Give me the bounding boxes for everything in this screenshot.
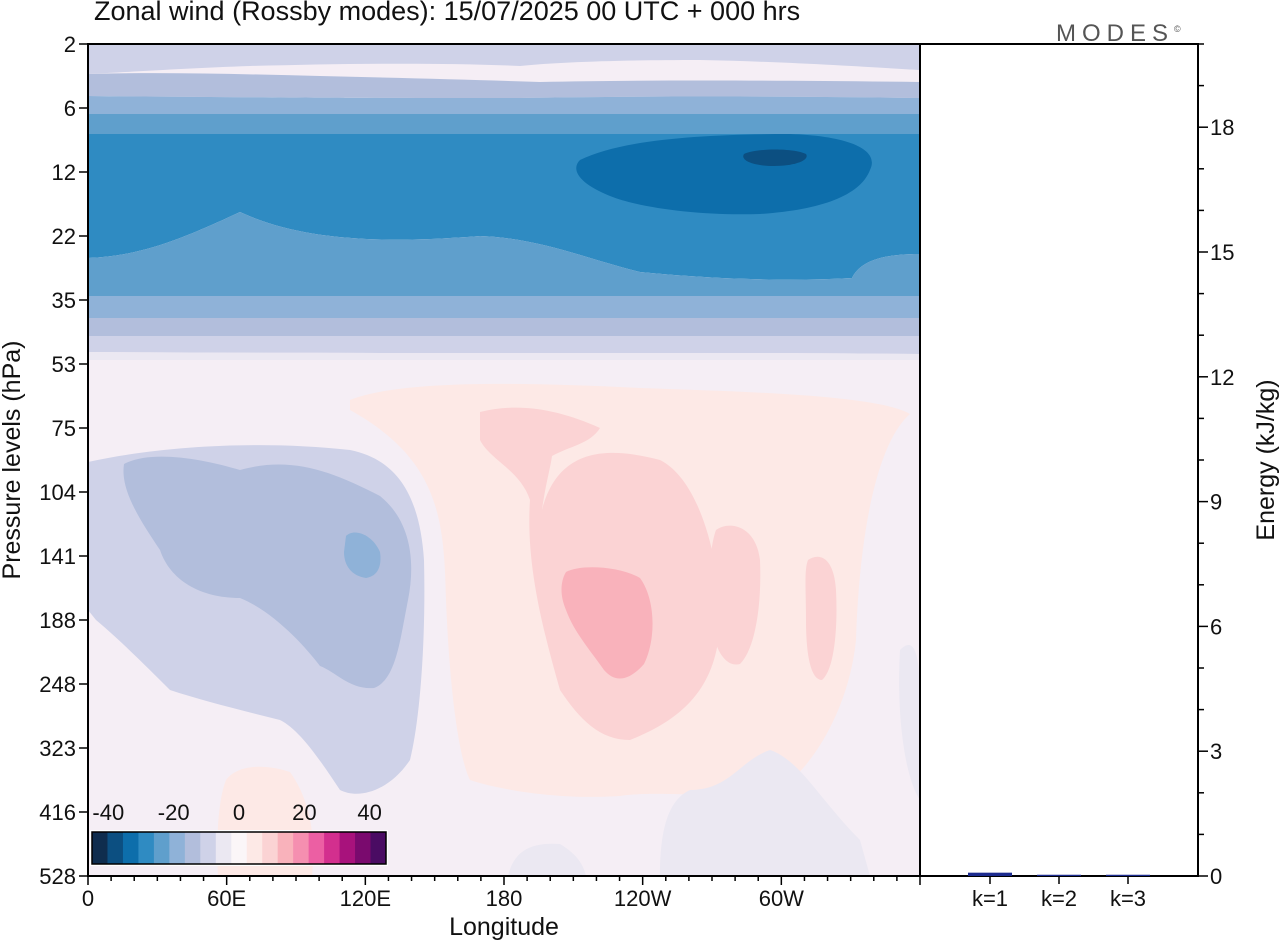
region-easterly-right bbox=[899, 645, 920, 800]
band-easterly-lower-10 bbox=[88, 318, 920, 336]
colorbar-tick-label: -40 bbox=[92, 800, 124, 825]
y-tick-label: 75 bbox=[52, 416, 76, 441]
y-tick-label: 35 bbox=[52, 288, 76, 313]
colorbar-swatch bbox=[184, 832, 201, 864]
energy-bar bbox=[1037, 874, 1081, 876]
energy-category-label: k=2 bbox=[1041, 886, 1077, 911]
energy-bars: k=1 k=2 k=3 bbox=[968, 872, 1150, 911]
y-tick-label: 188 bbox=[39, 608, 76, 633]
y-tick-label: 141 bbox=[39, 544, 76, 569]
energy-tick-label: 9 bbox=[1210, 490, 1222, 515]
colorbar-swatch bbox=[92, 832, 108, 864]
colorbar-tick-label: 0 bbox=[233, 800, 245, 825]
energy-bar bbox=[968, 872, 1012, 876]
energy-category-label: k=1 bbox=[972, 886, 1008, 911]
y-tick-label: 416 bbox=[39, 800, 76, 825]
energy-frame bbox=[919, 43, 1199, 877]
energy-axis: 0 3 6 9 12 15 18 bbox=[1198, 43, 1234, 889]
energy-tick-label: 15 bbox=[1210, 240, 1234, 265]
energy-tick-label: 0 bbox=[1210, 864, 1222, 889]
band-easterly-lower-15 bbox=[88, 296, 920, 318]
colorbar-swatch bbox=[324, 832, 341, 864]
y-tick-label: 528 bbox=[39, 864, 76, 889]
x-axis: 0 60E 120E 180 120W 60W bbox=[82, 876, 921, 911]
colorbar-swatch bbox=[308, 832, 325, 864]
colorbar-swatch bbox=[246, 832, 263, 864]
energy-tick-label: 12 bbox=[1210, 365, 1234, 390]
x-tick-label: 180 bbox=[486, 886, 523, 911]
colorbar-tick-label: 40 bbox=[357, 800, 381, 825]
colorbar-swatch bbox=[370, 832, 387, 864]
colorbar-swatch bbox=[277, 832, 294, 864]
logo-mark: © bbox=[1174, 24, 1181, 34]
colorbar: -40 -20 0 20 40 bbox=[90, 800, 388, 866]
colorbar-swatch bbox=[153, 832, 170, 864]
x-tick-label: 120E bbox=[340, 886, 391, 911]
region-easterly-low-2 bbox=[508, 843, 586, 876]
region-westerly-10-b bbox=[709, 525, 761, 665]
y-tick-label: 104 bbox=[39, 480, 76, 505]
y-axis: 2 6 12 22 35 53 75 104 141 188 248 323 416 528 bbox=[39, 32, 88, 889]
x-tick-label: 120W bbox=[614, 886, 672, 911]
colorbar-tick-label: -20 bbox=[158, 800, 190, 825]
colorbar-swatch bbox=[262, 832, 279, 864]
colorbar-swatch bbox=[107, 832, 124, 864]
colorbar-swatch bbox=[169, 832, 186, 864]
band-easterly-lower-5 bbox=[88, 336, 920, 354]
x-tick-label: 60E bbox=[207, 886, 246, 911]
y-tick-label: 323 bbox=[39, 736, 76, 761]
y-tick-label: 22 bbox=[52, 224, 76, 249]
band-easterly-15 bbox=[88, 96, 920, 114]
band-easterly-10 bbox=[88, 73, 920, 98]
x-tick-label: 60W bbox=[759, 886, 804, 911]
band-zero-strip bbox=[88, 352, 920, 360]
energy-tick-label: 3 bbox=[1210, 739, 1222, 764]
energy-tick-label: 18 bbox=[1210, 115, 1234, 140]
logo-text: MODES bbox=[1056, 20, 1175, 47]
modes-logo: MODES© bbox=[1056, 20, 1181, 48]
energy-category-label: k=3 bbox=[1110, 886, 1146, 911]
x-axis-label: Longitude bbox=[449, 913, 559, 941]
colorbar-swatch bbox=[215, 832, 232, 864]
band-easterly-weak-top bbox=[88, 44, 920, 74]
heatmap-panel: 0 60E 120E 180 120W 60W 2 6 12 22 35 53 75 104 141 188… bbox=[0, 32, 921, 941]
region-easterly-10 bbox=[123, 456, 412, 689]
chart-title: Zonal wind (Rossby modes): 15/07/2025 00… bbox=[94, 0, 801, 26]
y-tick-label: 12 bbox=[52, 160, 76, 185]
x-tick-label: 0 bbox=[82, 886, 94, 911]
band-easterly-lower-20 bbox=[88, 212, 920, 296]
colorbar-swatch bbox=[231, 832, 248, 864]
y-tick-label: 2 bbox=[64, 32, 76, 57]
energy-panel: k=1 k=2 k=3 0 3 6 9 12 15 18 Energy (kJ/kg) bbox=[919, 43, 1280, 911]
band-easterly-20 bbox=[88, 114, 920, 134]
colorbar-swatch bbox=[355, 832, 372, 864]
energy-tick-label: 6 bbox=[1210, 614, 1222, 639]
colorbar-tick-label: 20 bbox=[292, 800, 316, 825]
core-easterly-35 bbox=[743, 149, 807, 166]
energy-axis-label: Energy (kJ/kg) bbox=[1252, 379, 1280, 540]
y-axis-label: Pressure levels (hPa) bbox=[0, 341, 26, 580]
colorbar-swatch bbox=[339, 832, 356, 864]
core-westerly-15 bbox=[561, 567, 653, 679]
colorbar-swatch bbox=[293, 832, 310, 864]
colorbar-swatch bbox=[200, 832, 217, 864]
y-tick-label: 6 bbox=[64, 96, 76, 121]
colorbar-swatch bbox=[122, 832, 139, 864]
region-westerly-10-c bbox=[805, 556, 837, 680]
region-easterly-low-1 bbox=[660, 750, 870, 876]
y-tick-label: 248 bbox=[39, 672, 76, 697]
core-easterly-15 bbox=[344, 532, 381, 578]
colorbar-swatch bbox=[138, 832, 155, 864]
energy-bar bbox=[1106, 874, 1150, 876]
y-tick-label: 53 bbox=[52, 352, 76, 377]
colorbar-frame bbox=[91, 831, 387, 865]
